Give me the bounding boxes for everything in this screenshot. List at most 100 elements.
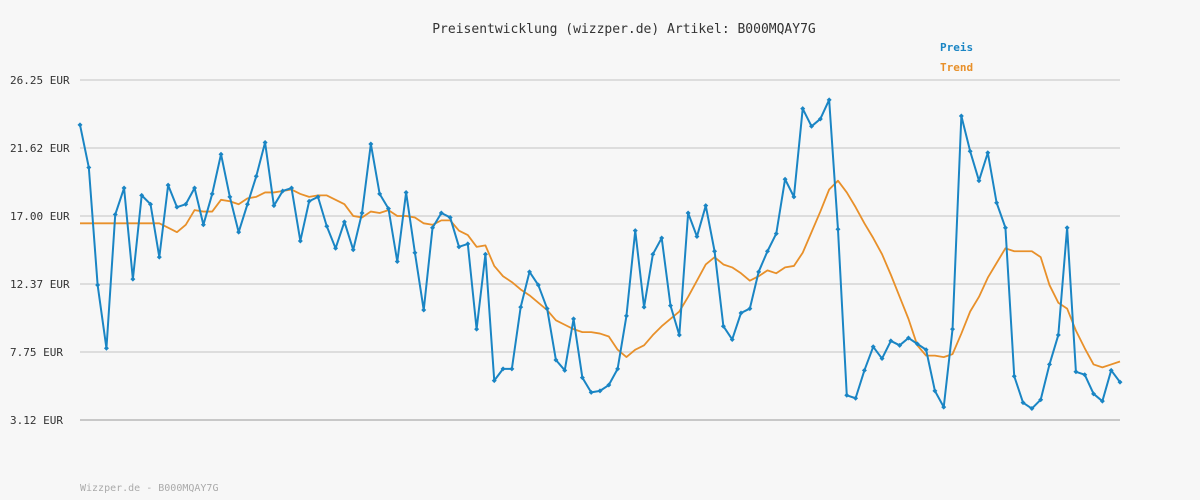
data-point-preis: [1002, 225, 1008, 231]
data-point-preis: [897, 342, 903, 348]
data-point-preis: [456, 244, 462, 250]
data-point-preis: [421, 307, 427, 313]
data-point-preis: [139, 192, 145, 198]
y-tick-label: 17.00 EUR: [10, 210, 70, 223]
data-point-preis: [1029, 406, 1035, 412]
data-point-preis: [1108, 367, 1114, 373]
data-point-preis: [791, 194, 797, 200]
data-point-preis: [1020, 400, 1026, 406]
data-point-preis: [86, 164, 92, 170]
data-point-preis: [438, 210, 444, 216]
data-point-preis: [562, 367, 568, 373]
data-point-preis: [491, 378, 497, 384]
data-point-preis: [579, 375, 585, 381]
data-point-preis: [130, 276, 136, 282]
data-point-preis: [236, 229, 242, 235]
data-point-preis: [1091, 391, 1097, 397]
data-point-preis: [668, 303, 674, 309]
data-point-preis: [447, 214, 453, 220]
data-point-preis: [324, 223, 330, 229]
data-point-preis: [553, 357, 559, 363]
data-point-preis: [703, 203, 709, 209]
data-point-preis: [474, 326, 480, 332]
data-point-preis: [148, 201, 154, 207]
data-point-preis: [950, 326, 956, 332]
data-point-preis: [103, 345, 109, 351]
grid-lines: [80, 79, 1120, 353]
data-point-preis: [315, 194, 321, 200]
data-point-preis: [597, 388, 603, 394]
data-point-preis: [227, 194, 233, 200]
data-point-preis: [121, 185, 127, 191]
data-point-preis: [341, 219, 347, 225]
data-point-preis: [623, 313, 629, 319]
data-point-preis: [712, 248, 718, 254]
data-point-preis: [773, 231, 779, 237]
series-line-trend: [80, 179, 1121, 369]
data-point-preis: [306, 198, 312, 204]
data-point-preis: [535, 282, 541, 288]
data-point-preis: [632, 228, 638, 234]
y-tick-label: 21.62 EUR: [10, 142, 70, 155]
data-point-preis: [650, 251, 656, 257]
data-point-preis: [412, 250, 418, 256]
data-point-preis: [394, 259, 400, 265]
data-point-preis: [1082, 372, 1088, 378]
y-tick-label: 26.25 EUR: [10, 74, 70, 87]
data-point-preis: [244, 201, 250, 207]
data-point-preis: [694, 234, 700, 240]
data-point-preis: [253, 173, 259, 179]
legend-label-preis: Preis: [940, 41, 973, 54]
data-point-preis: [685, 210, 691, 216]
data-point-preis: [764, 248, 770, 254]
data-point-preis: [615, 366, 621, 372]
data-point-preis: [985, 150, 991, 156]
data-point-preis: [888, 338, 894, 344]
data-point-preis: [271, 203, 277, 209]
data-point-preis: [967, 148, 973, 154]
data-point-preis: [659, 235, 665, 241]
data-point-preis: [826, 97, 832, 103]
data-point-preis: [297, 238, 303, 244]
chart-title: Preisentwicklung (wizzper.de) Artikel: B…: [432, 22, 816, 37]
footer-credit: Wizzper.de - B000MQAY7G: [80, 483, 218, 494]
series-line-preis: [79, 98, 1121, 410]
data-point-preis: [1046, 361, 1052, 367]
data-point-preis: [385, 206, 391, 212]
data-point-preis: [333, 245, 339, 251]
data-point-preis: [905, 335, 911, 341]
data-point-preis: [430, 225, 436, 231]
data-point-preis: [350, 247, 356, 253]
data-point-preis: [165, 182, 171, 188]
data-point-preis: [835, 226, 841, 232]
data-point-preis: [932, 388, 938, 394]
data-point-preis: [112, 212, 118, 218]
data-point-preis: [844, 392, 850, 398]
data-point-preis: [192, 185, 198, 191]
series-layer: [77, 97, 1123, 412]
data-point-preis: [588, 389, 594, 395]
data-point-preis: [571, 316, 577, 322]
data-point-preis: [377, 191, 383, 197]
legend-label-trend: Trend: [940, 61, 973, 74]
data-point-preis: [509, 366, 515, 372]
data-point-preis: [95, 282, 101, 288]
data-point-preis: [482, 251, 488, 257]
y-tick-label: 12.37 EUR: [10, 278, 70, 291]
data-point-preis: [465, 241, 471, 247]
data-point-preis: [606, 382, 612, 388]
data-point-preis: [518, 304, 524, 310]
data-point-preis: [720, 323, 726, 329]
data-point-preis: [817, 116, 823, 122]
data-point-preis: [958, 113, 964, 119]
data-point-preis: [861, 367, 867, 373]
data-point-preis: [218, 151, 224, 157]
data-point-preis: [174, 204, 180, 210]
data-point-preis: [809, 123, 815, 129]
data-point-preis: [853, 395, 859, 401]
data-point-preis: [526, 269, 532, 275]
data-point-preis: [676, 332, 682, 338]
data-point-preis: [500, 366, 506, 372]
data-point-preis: [976, 178, 982, 184]
